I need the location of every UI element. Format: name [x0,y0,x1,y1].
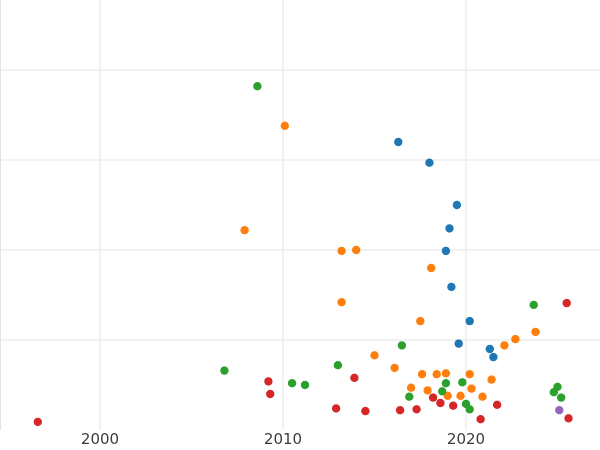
scatter-point-series-orange [432,370,441,379]
x-tick-label: 2000 [81,430,119,448]
scatter-point-series-red [564,414,573,423]
scatter-point-series-orange [352,245,361,255]
scatter-point-series-green [553,382,562,391]
scatter-point-series-blue [454,339,463,348]
scatter-point-series-orange [441,369,451,378]
scatter-point-series-orange [487,375,496,384]
scatter-point-series-orange [456,391,465,400]
scatter-point-series-red [361,406,370,416]
scatter-point-series-red [436,398,445,408]
scatter-point-series-blue [425,158,434,167]
scatter-point-series-red [395,406,405,415]
scatter-point-series-orange [406,383,416,392]
x-tick-label: 2020 [447,430,485,448]
scatter-point-series-orange [465,370,474,379]
scatter-point-series-green [465,405,474,414]
x-tick-label: 2010 [264,430,302,448]
scatter-point-series-red [412,405,421,414]
scatter-point-series-orange [478,392,487,401]
scatter-point-series-red [331,404,341,413]
scatter-point-series-red [350,373,359,382]
scatter-point-series-blue [452,200,462,210]
scatter-point-series-green [529,300,538,310]
scatter-point-series-green [557,393,566,402]
scatter-point-series-green [397,341,407,350]
scatter-point-series-orange [280,121,289,130]
scatter-point-series-green [253,82,262,91]
scatter-point-series-orange [423,386,432,395]
scatter-point-series-orange [427,263,436,273]
scatter-point-series-red [449,401,458,410]
scatter-point-series-green [441,379,451,388]
scatter-point-series-green [458,378,467,387]
scatter-point-series-red [562,298,571,308]
scatter-point-series-orange [467,384,476,393]
scatter-point-series-blue [489,352,498,362]
scatter-point-series-orange [390,363,399,373]
scatter-point-series-blue [447,282,456,292]
scatter-point-series-red [33,417,42,427]
scatter-point-series-blue [445,224,454,233]
scatter-point-series-green [438,387,447,396]
scatter-point-series-green [287,379,297,388]
scatter-point-series-purple [555,406,564,415]
scatter-point-series-red [264,377,273,386]
scatter-point-series-red [266,389,275,399]
scatter-point-series-blue [485,344,494,354]
scatter-point-series-orange [531,327,540,337]
scatter-point-series-red [492,400,502,409]
scatter-point-series-blue [394,137,403,147]
scatter-point-series-green [220,366,229,375]
scatter-point-series-orange [337,298,346,307]
scatter-point-series-green [333,361,343,370]
scatter-point-series-orange [370,351,379,360]
scatter-point-series-orange [417,370,427,379]
scatter-point-series-blue [441,246,451,256]
scatter-point-series-green [300,380,310,390]
scatter-point-series-green [405,392,414,401]
scatter-point-series-red [476,415,485,424]
scatter-point-series-orange [337,246,346,256]
scatter-point-series-blue [465,316,474,326]
scatter-point-series-orange [511,334,520,344]
scatter-point-series-orange [240,226,249,235]
scatter-point-series-orange [500,341,509,350]
scatter-point-series-red [428,393,438,402]
scatter-point-series-orange [416,316,425,326]
